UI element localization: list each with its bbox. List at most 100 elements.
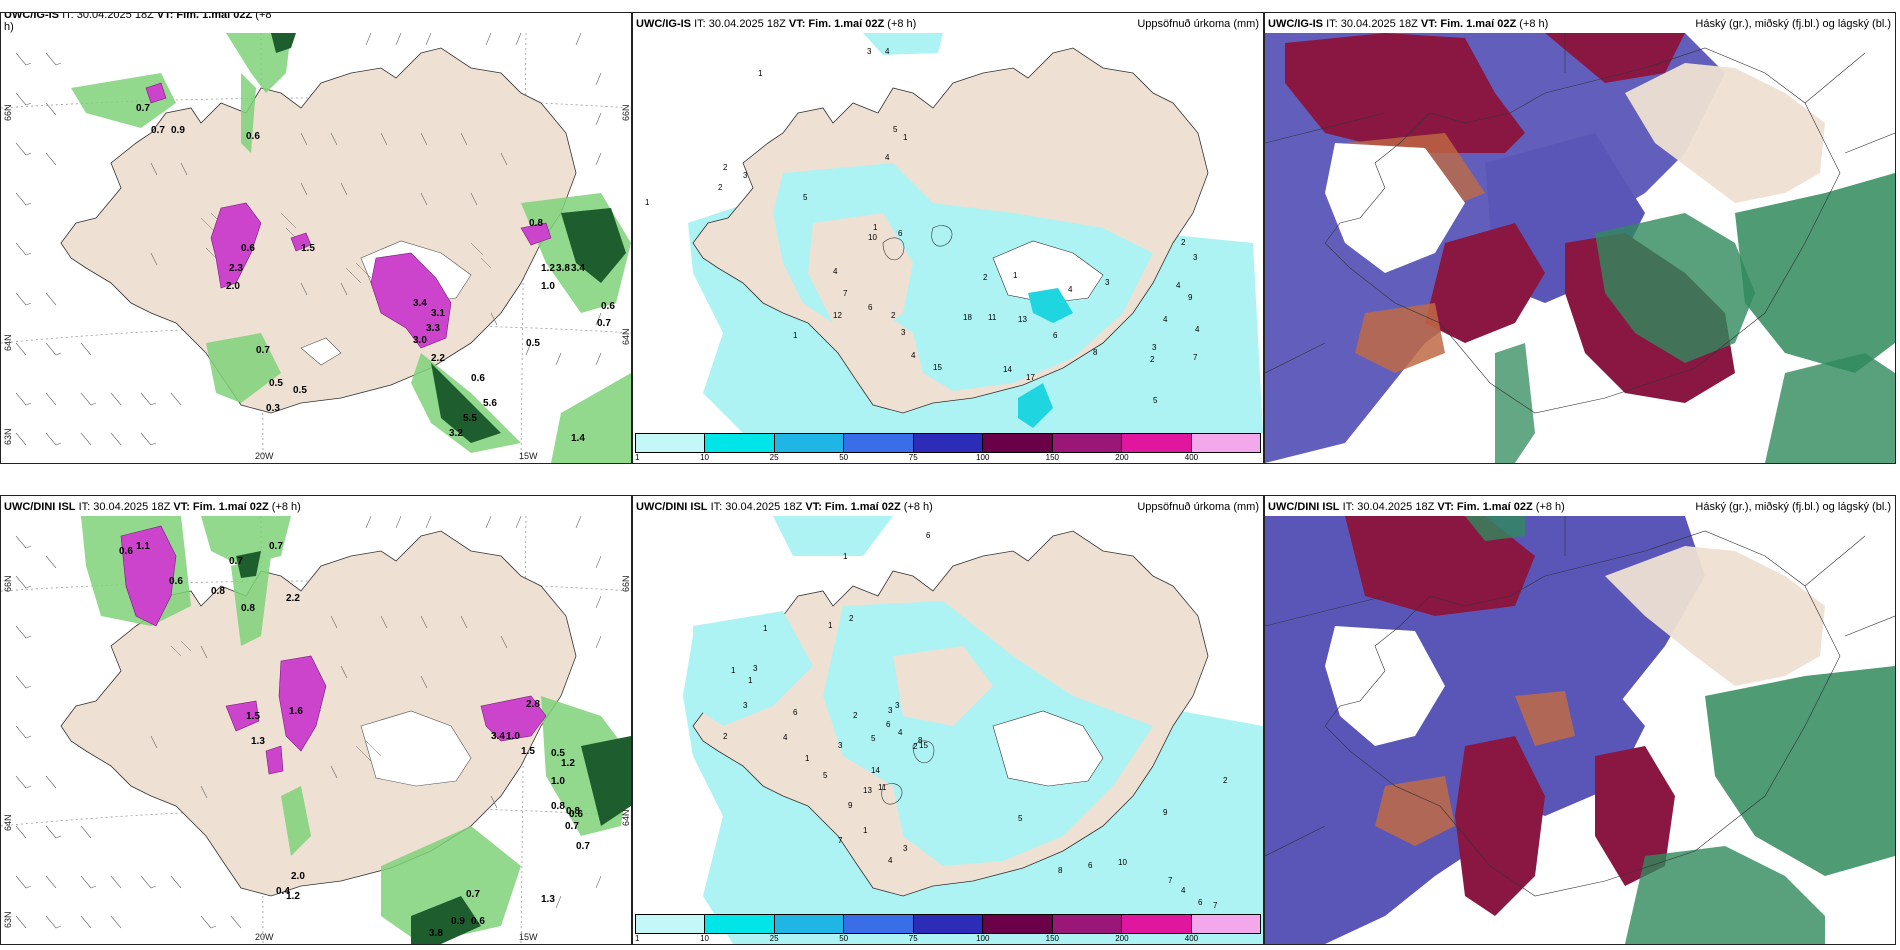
panel-r2-precip[interactable]: UWC/DINI ISL IT: 30.04.2025 18Z VT: Fim.… bbox=[632, 495, 1264, 945]
legend-tick-label: 75 bbox=[908, 934, 918, 943]
lat-label-right: 66N bbox=[621, 575, 631, 592]
map-value-label: 0.7 bbox=[565, 821, 579, 832]
map-value-label: 1 bbox=[805, 754, 810, 763]
map-value-label: 5.5 bbox=[463, 413, 477, 424]
map-value-label: 1 bbox=[793, 331, 798, 340]
map-value-label: 2 bbox=[723, 732, 728, 741]
panel-r1-clouds[interactable]: UWC/IG-IS IT: 30.04.2025 18Z VT: Fim. 1.… bbox=[1264, 12, 1896, 464]
map-value-label: 6 bbox=[793, 708, 798, 717]
map-value-label: 0.5 bbox=[269, 378, 283, 389]
map-value-label: 4 bbox=[1195, 325, 1200, 334]
map-value-label: 0.7 bbox=[229, 556, 243, 567]
map-value-label: 1.4 bbox=[571, 433, 585, 444]
legend-swatch bbox=[774, 434, 845, 452]
map-value-label: 10 bbox=[868, 233, 877, 242]
map-value-label: 4 bbox=[833, 267, 838, 276]
map-value-label: 0.7 bbox=[151, 125, 165, 136]
map-value-label: 3 bbox=[901, 328, 906, 337]
map-value-label: 6 bbox=[886, 720, 891, 729]
map-value-label: 1 bbox=[828, 621, 833, 630]
map-value-label: 3.8 bbox=[556, 263, 570, 274]
legend-ticks: 1 10 25 50 75 100 150 200 400 bbox=[635, 934, 1261, 944]
map-value-label: 3 bbox=[1193, 253, 1198, 262]
legend-tick-label: 200 bbox=[1115, 453, 1129, 462]
map-value-label: 7 bbox=[843, 289, 848, 298]
map-value-label: 1.5 bbox=[301, 243, 315, 254]
map-value-label: 0.6 bbox=[241, 243, 255, 254]
legend-swatches bbox=[635, 433, 1261, 453]
panel-variable-label: Háský (gr.), miðský (fj.bl.) og lágský (… bbox=[1695, 18, 1891, 30]
map-value-label: 2.2 bbox=[286, 593, 300, 604]
map-value-label: 15 bbox=[933, 363, 942, 372]
map-value-label: 0.9 bbox=[451, 916, 465, 927]
legend-swatch bbox=[705, 915, 775, 933]
map-value-label: 1.0 bbox=[506, 731, 520, 742]
map-value-label: 10 bbox=[1118, 858, 1127, 867]
map-value-label: 6 bbox=[1053, 331, 1058, 340]
map-value-label: 3 bbox=[753, 664, 758, 673]
panel-title: UWC/DINI ISL IT: 30.04.2025 18Z VT: Fim.… bbox=[636, 501, 933, 513]
lat-label: 64N bbox=[3, 334, 13, 351]
legend-swatches bbox=[635, 914, 1261, 934]
legend-tick-label: 50 bbox=[839, 934, 849, 943]
map-value-label: 8 bbox=[918, 736, 923, 745]
legend-swatch bbox=[1191, 915, 1260, 933]
map-value-label: 13 bbox=[863, 786, 872, 795]
map-value-label: 4 bbox=[888, 856, 893, 865]
map-value-label: 0.6 bbox=[169, 576, 183, 587]
map-value-label: 0.7 bbox=[576, 841, 590, 852]
panel-title: UWC/IG-IS IT: 30.04.2025 18Z VT: Fim. 1.… bbox=[4, 12, 272, 21]
map-value-label: 0.5 bbox=[551, 748, 565, 759]
map-value-label: 1 bbox=[748, 676, 753, 685]
map-value-label: 3 bbox=[903, 844, 908, 853]
legend-swatch bbox=[1122, 915, 1192, 933]
panel-r1-precip[interactable]: UWC/IG-IS IT: 30.04.2025 18Z VT: Fim. 1.… bbox=[632, 12, 1264, 464]
legend-swatch bbox=[1052, 434, 1123, 452]
map-value-label: 2 bbox=[1223, 776, 1228, 785]
legend-swatch bbox=[636, 434, 706, 452]
legend-tick-label: 25 bbox=[769, 934, 779, 943]
legend-swatch bbox=[705, 434, 775, 452]
map-value-label: 11 bbox=[988, 313, 997, 322]
map-value-label: 3.8 bbox=[429, 928, 443, 939]
panel-title: UWC/DINI ISL IT: 30.04.2025 18Z VT: Fim.… bbox=[1268, 501, 1565, 513]
map-value-label: 0.8 bbox=[566, 806, 580, 817]
map-value-label: 2 bbox=[983, 273, 988, 282]
map-value-label: 3 bbox=[838, 741, 843, 750]
map-value-label: 0.7 bbox=[466, 889, 480, 900]
map-value-label: 1 bbox=[863, 826, 868, 835]
map-value-label: 4 bbox=[783, 733, 788, 742]
legend-swatch bbox=[844, 434, 914, 452]
wind-map-r1 bbox=[1, 13, 631, 463]
legend-swatch bbox=[913, 915, 984, 933]
map-value-label: 5 bbox=[1018, 814, 1023, 823]
precip-legend: 1 10 25 50 75 100 150 200 400 bbox=[633, 433, 1263, 463]
lat-label: 63N bbox=[3, 911, 13, 928]
legend-tick-label: 400 bbox=[1184, 453, 1199, 462]
panel-r2-wind[interactable]: UWC/DINI ISL IT: 30.04.2025 18Z VT: Fim.… bbox=[0, 495, 632, 945]
cloud-map-r1 bbox=[1265, 13, 1895, 463]
map-value-label: 12 bbox=[833, 311, 842, 320]
panel-r2-clouds[interactable]: UWC/DINI ISL IT: 30.04.2025 18Z VT: Fim.… bbox=[1264, 495, 1896, 945]
map-value-label: 17 bbox=[1026, 373, 1035, 382]
map-value-label: 0.9 bbox=[171, 125, 185, 136]
map-value-label: 1 bbox=[731, 666, 736, 675]
map-value-label: 6 bbox=[926, 531, 931, 540]
map-value-label: 14 bbox=[1003, 365, 1012, 374]
map-value-label: 14 bbox=[871, 766, 880, 775]
map-value-label: 8 bbox=[1058, 866, 1063, 875]
map-value-label: 2 bbox=[723, 163, 728, 172]
map-value-label: 0.7 bbox=[136, 103, 150, 114]
map-value-label: 0.8 bbox=[551, 801, 565, 812]
map-value-label: 2 bbox=[913, 742, 918, 751]
map-value-label: 4 bbox=[885, 47, 890, 56]
map-value-label: 0.5 bbox=[293, 385, 307, 396]
legend-tick-label: 150 bbox=[1045, 453, 1060, 462]
legend-ticks: 1 10 25 50 75 100 150 200 400 bbox=[635, 453, 1261, 463]
legend-swatch bbox=[913, 434, 984, 452]
panel-r1-wind[interactable]: UWC/IG-IS IT: 30.04.2025 18Z VT: Fim. 1.… bbox=[0, 12, 632, 464]
wind-map-r2 bbox=[1, 496, 631, 944]
legend-tick-label: 100 bbox=[976, 453, 990, 462]
map-value-label: 13 bbox=[1018, 315, 1027, 324]
map-value-label: 2 bbox=[1181, 238, 1186, 247]
